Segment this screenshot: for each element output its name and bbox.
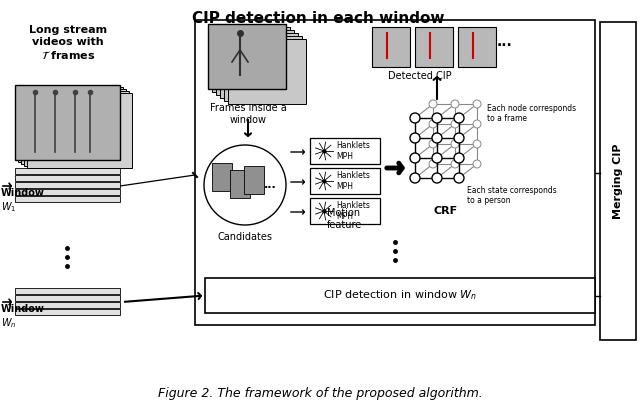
Bar <box>220 33 298 98</box>
Text: Each node corresponds
to a frame: Each node corresponds to a frame <box>487 104 576 124</box>
Ellipse shape <box>204 145 286 225</box>
Bar <box>310 138 380 164</box>
Text: ...: ... <box>496 35 512 49</box>
Bar <box>205 278 595 313</box>
Circle shape <box>432 133 442 143</box>
Bar <box>230 170 250 198</box>
Bar <box>208 24 286 89</box>
Text: Hanklets
MPH: Hanklets MPH <box>336 171 370 191</box>
Bar <box>310 198 380 224</box>
Bar <box>458 27 496 67</box>
Circle shape <box>454 173 464 183</box>
Circle shape <box>429 160 437 168</box>
Bar <box>224 36 302 101</box>
Text: Motion
feature: Motion feature <box>326 208 362 230</box>
Circle shape <box>454 153 464 163</box>
Text: CRF: CRF <box>434 206 458 216</box>
Text: CIP detection in each window: CIP detection in each window <box>192 11 444 26</box>
Text: CIP detection in window $W_n$: CIP detection in window $W_n$ <box>323 289 477 303</box>
Circle shape <box>410 133 420 143</box>
Bar <box>228 39 306 104</box>
Text: Detected CIP: Detected CIP <box>388 71 452 81</box>
Text: Frames inside a
window: Frames inside a window <box>210 103 286 125</box>
Text: Window
$W_1$: Window $W_1$ <box>1 188 45 214</box>
Circle shape <box>410 153 420 163</box>
Text: ...: ... <box>264 180 276 190</box>
Text: Each state corresponds
to a person: Each state corresponds to a person <box>467 186 557 205</box>
Circle shape <box>473 100 481 108</box>
Bar <box>15 309 120 315</box>
Circle shape <box>473 140 481 148</box>
Bar <box>15 295 120 301</box>
Text: Hanklets
MPH: Hanklets MPH <box>336 201 370 221</box>
Circle shape <box>432 113 442 123</box>
Bar <box>244 166 264 194</box>
Text: Figure 2. The framework of the proposed algorithm.: Figure 2. The framework of the proposed … <box>157 387 483 400</box>
Circle shape <box>451 140 459 148</box>
Circle shape <box>451 120 459 128</box>
Bar <box>15 288 120 294</box>
Bar <box>18 87 123 162</box>
Circle shape <box>454 113 464 123</box>
Bar <box>415 27 453 67</box>
Circle shape <box>429 140 437 148</box>
Circle shape <box>473 160 481 168</box>
Bar <box>15 175 120 181</box>
Bar <box>21 89 126 164</box>
Circle shape <box>429 120 437 128</box>
Bar <box>372 27 410 67</box>
Circle shape <box>451 160 459 168</box>
Text: Candidates: Candidates <box>218 232 273 242</box>
Bar <box>24 91 129 166</box>
Text: Merging CIP: Merging CIP <box>613 143 623 219</box>
Bar <box>15 196 120 202</box>
Bar <box>15 85 120 160</box>
Bar <box>27 93 132 168</box>
Circle shape <box>410 173 420 183</box>
Circle shape <box>451 100 459 108</box>
Text: Hanklets
MPH: Hanklets MPH <box>336 141 370 161</box>
Circle shape <box>429 100 437 108</box>
Circle shape <box>454 133 464 143</box>
Circle shape <box>432 153 442 163</box>
Bar <box>15 168 120 174</box>
Bar <box>15 189 120 195</box>
Circle shape <box>410 113 420 123</box>
Circle shape <box>432 173 442 183</box>
Bar <box>212 163 232 191</box>
Bar <box>15 302 120 308</box>
Bar <box>195 20 595 325</box>
Text: Window
$W_n$: Window $W_n$ <box>1 304 45 330</box>
Bar <box>15 182 120 188</box>
Bar <box>216 30 294 95</box>
Circle shape <box>473 120 481 128</box>
Bar <box>600 22 636 340</box>
Bar <box>212 27 290 92</box>
Bar <box>310 168 380 194</box>
Text: Long stream
videos with
$\mathcal{T}$ frames: Long stream videos with $\mathcal{T}$ fr… <box>29 25 107 61</box>
